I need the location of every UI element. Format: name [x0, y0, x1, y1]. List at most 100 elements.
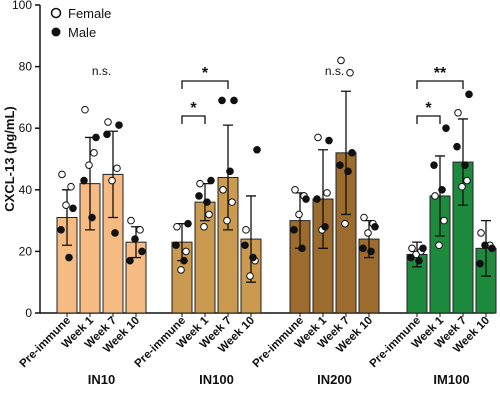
- annotation: **: [434, 65, 447, 82]
- point-male: [488, 244, 496, 253]
- annotation: *: [190, 100, 197, 117]
- point-female: [177, 266, 185, 274]
- group-label: IN200: [317, 372, 352, 387]
- group-label: IN10: [88, 372, 115, 387]
- point-female: [408, 244, 416, 253]
- point-female: [90, 149, 98, 157]
- point-female: [341, 219, 349, 228]
- point-male: [69, 204, 77, 213]
- point-female: [323, 189, 331, 197]
- point-male: [415, 256, 423, 265]
- point-male: [359, 244, 367, 253]
- point-male: [131, 235, 139, 243]
- y-tick-label: 20: [19, 244, 33, 258]
- group-label: IM100: [433, 372, 469, 387]
- annotation: *: [425, 100, 432, 117]
- error-bar: [435, 155, 445, 237]
- group-label: IN100: [199, 372, 234, 387]
- point-female: [364, 229, 372, 237]
- point-female: [136, 226, 144, 234]
- point-male: [65, 253, 73, 262]
- legend-label: Female: [68, 6, 111, 21]
- point-male: [172, 241, 180, 250]
- y-tick-label: 0: [25, 306, 32, 320]
- point-female: [458, 182, 466, 191]
- point-male: [465, 90, 473, 99]
- point-male: [126, 256, 134, 265]
- point-female: [219, 186, 227, 194]
- point-female: [314, 133, 322, 142]
- point-male: [336, 161, 344, 169]
- point-male: [195, 192, 203, 200]
- point-female: [242, 226, 250, 234]
- point-male: [111, 229, 119, 237]
- point-male: [92, 133, 100, 142]
- point-male: [103, 130, 111, 139]
- point-female: [440, 216, 448, 225]
- point-female: [337, 56, 345, 65]
- point-male: [230, 96, 238, 105]
- point-male: [298, 244, 306, 253]
- significance-bracket: [416, 80, 464, 89]
- point-female: [246, 272, 254, 280]
- point-female: [196, 179, 204, 188]
- y-tick-label: 100: [12, 0, 32, 12]
- point-male: [302, 195, 310, 203]
- point-male: [348, 149, 356, 157]
- point-female: [104, 118, 112, 126]
- point-female: [360, 213, 368, 222]
- point-male: [80, 176, 88, 185]
- legend-marker-male: [51, 27, 61, 37]
- legend-label: Male: [68, 25, 96, 40]
- point-female: [477, 229, 485, 237]
- point-male: [321, 222, 329, 231]
- point-male: [218, 96, 226, 105]
- point-female: [173, 222, 181, 231]
- point-male: [138, 247, 146, 256]
- point-male: [249, 253, 257, 262]
- point-male: [481, 241, 489, 250]
- point-male: [115, 121, 123, 129]
- point-female: [463, 176, 471, 185]
- point-male: [461, 161, 469, 169]
- error-bar: [341, 90, 351, 216]
- point-male: [438, 186, 446, 194]
- point-female: [454, 109, 462, 117]
- significance-bracket: [181, 115, 206, 124]
- annotation: *: [202, 65, 209, 82]
- point-female: [85, 161, 93, 169]
- point-male: [57, 226, 65, 234]
- point-male: [184, 219, 192, 228]
- annotation: n.s.: [325, 64, 344, 78]
- point-female: [205, 210, 213, 219]
- significance-bracket: [181, 80, 229, 89]
- point-male: [344, 167, 352, 176]
- point-female: [346, 68, 354, 77]
- point-male: [226, 167, 234, 176]
- point-male: [476, 259, 484, 268]
- point-male: [442, 124, 450, 132]
- point-male: [430, 161, 438, 169]
- point-male: [453, 142, 461, 151]
- point-male: [88, 213, 96, 222]
- point-female: [108, 176, 116, 185]
- point-female: [81, 105, 89, 114]
- point-male: [241, 241, 249, 250]
- point-female: [228, 198, 236, 206]
- point-male: [207, 176, 215, 185]
- point-male: [253, 145, 261, 154]
- point-male: [325, 136, 333, 145]
- point-male: [290, 226, 298, 234]
- point-male: [371, 222, 379, 231]
- point-male: [367, 247, 375, 256]
- annotation: n.s.: [92, 64, 111, 78]
- point-female: [67, 182, 75, 191]
- point-male: [203, 198, 211, 206]
- point-female: [291, 186, 299, 194]
- point-female: [223, 216, 231, 225]
- point-male: [407, 253, 415, 262]
- error-bar: [223, 124, 233, 231]
- point-female: [295, 210, 303, 219]
